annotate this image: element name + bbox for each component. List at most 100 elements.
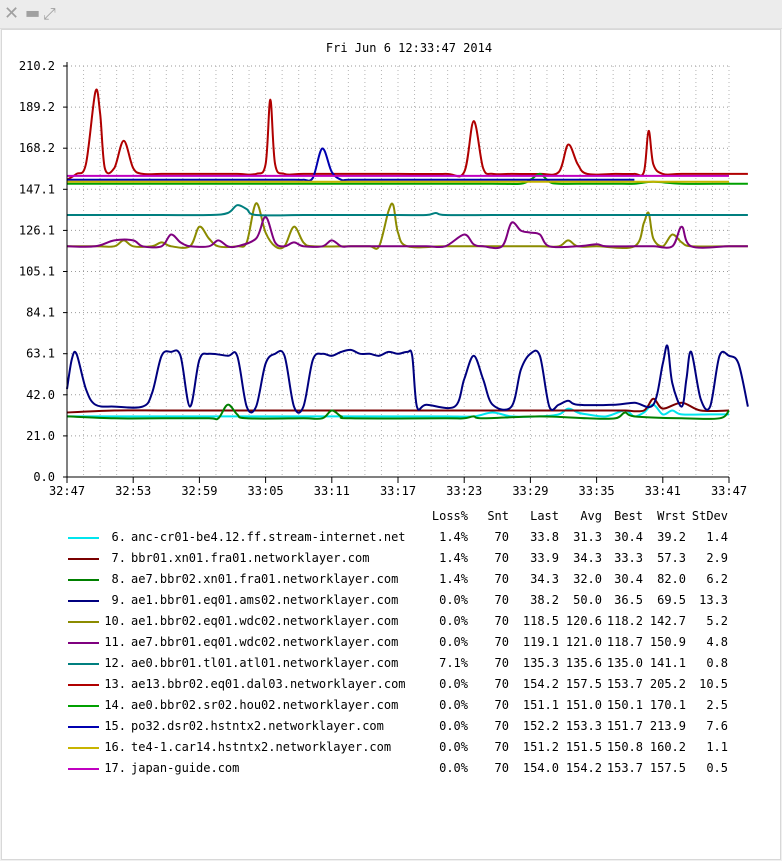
hop-host: bbr01.xn01.fra01.networklayer.com — [131, 551, 370, 565]
col-header-last: Last — [530, 509, 559, 523]
y-tick-label: 21.0 — [26, 429, 55, 443]
hop-number: 8. — [111, 572, 126, 586]
hop-host: te4-1.car14.hstntx2.networklayer.com — [131, 740, 392, 754]
maximize-icon[interactable]: ⤢ — [43, 4, 56, 23]
x-tick-label: 33:23 — [446, 484, 482, 498]
cell-loss: 0.0% — [439, 677, 468, 691]
cell-snt: 70 — [494, 551, 509, 565]
cell-snt: 70 — [494, 530, 509, 544]
cell-avg: 154.2 — [565, 761, 602, 775]
y-tick-label: 42.0 — [26, 388, 55, 402]
cell-last: 34.3 — [530, 572, 559, 586]
cell-snt: 70 — [494, 656, 509, 670]
chart-axes: 0.0 21.0 42.0 63.1 84.1 105.1 126.1 147.1 168.2 1… — [19, 59, 747, 498]
cell-avg: 121.0 — [565, 635, 602, 649]
table-row: 16. te4-1.car14.hstntx2.networklayer.com 0… — [0, 737, 782, 758]
cell-stdev: 2.5 — [706, 698, 728, 712]
hop-number: 11. — [104, 635, 126, 649]
cell-last: 151.2 — [522, 740, 559, 754]
cell-loss: 0.0% — [439, 635, 468, 649]
x-tick-label: 33:17 — [380, 484, 416, 498]
cell-avg: 151.5 — [565, 740, 602, 754]
chart-title: Fri Jun 6 12:33:47 2014 — [326, 41, 492, 55]
cell-stdev: 7.6 — [706, 719, 728, 733]
hop-number: 7. — [111, 551, 126, 565]
cell-avg: 50.0 — [573, 593, 602, 607]
cell-snt: 70 — [494, 698, 509, 712]
cell-last: 33.8 — [530, 530, 559, 544]
cell-avg: 31.3 — [573, 530, 602, 544]
hop-number: 17. — [104, 761, 126, 775]
cell-wrst: 57.3 — [657, 551, 686, 565]
hop-host: ae13.bbr02.eq01.dal03.networklayer.com — [131, 677, 406, 691]
cell-stdev: 13.3 — [699, 593, 728, 607]
x-tick-label: 33:47 — [711, 484, 747, 498]
x-tick-label: 33:11 — [314, 484, 350, 498]
cell-wrst: 160.2 — [649, 740, 686, 754]
hop-number: 6. — [111, 530, 126, 544]
cell-avg: 151.0 — [565, 698, 602, 712]
cell-wrst: 213.9 — [649, 719, 686, 733]
hop-number: 16. — [104, 740, 126, 754]
cell-loss: 0.0% — [439, 740, 468, 754]
y-tick-label: 168.2 — [19, 141, 55, 155]
minimize-icon[interactable]: ▬ — [25, 3, 41, 22]
y-tick-label: 147.1 — [19, 182, 55, 196]
legend-swatch — [68, 705, 99, 707]
cell-snt: 70 — [494, 719, 509, 733]
x-tick-label: 33:05 — [248, 484, 284, 498]
cell-wrst: 82.0 — [657, 572, 686, 586]
cell-wrst: 142.7 — [649, 614, 686, 628]
table-row: 8. ae7.bbr02.xn01.fra01.networklayer.com 1… — [0, 569, 782, 590]
close-icon[interactable]: ✕ — [4, 3, 20, 24]
cell-avg: 34.3 — [573, 551, 602, 565]
cell-loss: 1.4% — [439, 572, 468, 586]
cell-wrst: 157.5 — [649, 761, 686, 775]
table-row: 10. ae1.bbr02.eq01.wdc02.networklayer.com… — [0, 611, 782, 632]
cell-best: 118.7 — [606, 635, 643, 649]
hop-host: japan-guide.com — [131, 761, 240, 775]
hop-number: 15. — [104, 719, 126, 733]
legend-swatch — [68, 747, 99, 749]
cell-stdev: 0.5 — [706, 761, 728, 775]
cell-wrst: 205.2 — [649, 677, 686, 691]
cell-loss: 0.0% — [439, 698, 468, 712]
x-tick-label: 32:53 — [115, 484, 151, 498]
y-tick-label: 84.1 — [26, 306, 55, 320]
cell-loss: 0.0% — [439, 719, 468, 733]
cell-snt: 70 — [494, 635, 509, 649]
series-line — [66, 403, 730, 421]
cell-last: 154.2 — [522, 677, 559, 691]
table-row: 11. ae7.bbr01.eq01.wdc02.networklayer.com… — [0, 632, 782, 653]
cell-snt: 70 — [494, 677, 509, 691]
cell-loss: 0.0% — [439, 761, 468, 775]
cell-best: 30.4 — [614, 572, 643, 586]
cell-last: 152.2 — [522, 719, 559, 733]
cell-best: 153.7 — [606, 761, 643, 775]
hop-host: ae0.bbr02.sr02.hou02.networklayer.com — [131, 698, 399, 712]
hop-number: 14. — [104, 698, 126, 712]
cell-wrst: 150.9 — [649, 635, 686, 649]
cell-last: 151.1 — [522, 698, 559, 712]
cell-last: 119.1 — [522, 635, 559, 649]
legend-swatch — [68, 726, 99, 728]
x-tick-label: 33:35 — [579, 484, 615, 498]
col-header-avg: Avg — [580, 509, 602, 523]
cell-avg: 157.5 — [565, 677, 602, 691]
series-line — [66, 344, 749, 414]
legend-swatch — [68, 768, 99, 770]
cell-last: 154.0 — [522, 761, 559, 775]
cell-stdev: 10.5 — [699, 677, 728, 691]
cell-snt: 70 — [494, 740, 509, 754]
table-row: 15. po32.dsr02.hstntx2.networklayer.com 0.… — [0, 716, 782, 737]
hop-number: 12. — [104, 656, 126, 670]
legend-swatch — [68, 600, 99, 602]
cell-snt: 70 — [494, 593, 509, 607]
cell-avg: 153.3 — [565, 719, 602, 733]
cell-last: 135.3 — [522, 656, 559, 670]
y-tick-label: 189.2 — [19, 100, 55, 114]
latency-chart: Fri Jun 6 12:33:47 2014 0.0 21.0 42.0 63.1 8… — [19, 41, 749, 498]
col-header-best: Best — [614, 509, 643, 523]
table-row: 14. ae0.bbr02.sr02.hou02.networklayer.com… — [0, 695, 782, 716]
hop-host: ae0.bbr01.tl01.atl01.networklayer.com — [131, 656, 399, 670]
